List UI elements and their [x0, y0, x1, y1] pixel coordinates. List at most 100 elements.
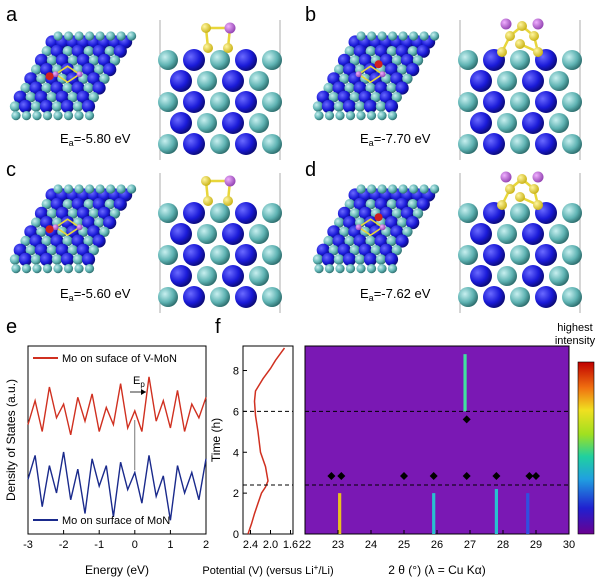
mo-atom [183, 133, 205, 155]
n-atom [334, 217, 345, 228]
n-atom [366, 111, 377, 121]
n-atom [549, 224, 569, 244]
n-atom [67, 245, 79, 256]
n-atom [391, 245, 402, 256]
mo-atom [235, 91, 257, 113]
n-atom [72, 101, 84, 112]
mo-atom [363, 252, 378, 266]
mo-atom [183, 49, 205, 71]
li-atom [224, 22, 236, 34]
peak-diamond [429, 471, 438, 480]
peak-diamond [492, 471, 501, 480]
n-atom [562, 287, 582, 307]
n-atom [88, 55, 100, 66]
peak-diamond [400, 471, 408, 480]
n-atom [53, 184, 63, 194]
s-atom [517, 21, 527, 31]
n-atom [42, 111, 53, 121]
n-atom [67, 55, 79, 66]
li-atom [379, 224, 386, 231]
n-atom [365, 235, 376, 247]
n-atom [109, 208, 121, 219]
n-atom [99, 73, 110, 85]
time-axis-label: Time (h) [209, 418, 223, 462]
n-atom [562, 50, 582, 70]
n-atom [197, 266, 217, 286]
n-atom [356, 31, 366, 41]
theta-tick-label: 30 [563, 539, 575, 551]
n-atom [409, 184, 419, 194]
n-atom [72, 254, 84, 265]
mo-atom [522, 265, 544, 287]
potential-x-label: Potential (V) (versus Li+/Li) [202, 563, 333, 577]
n-atom [335, 111, 345, 121]
n-atom [46, 208, 58, 219]
n-atom [562, 203, 582, 223]
potential-ticks: 0 2 4 6 8 2.4 2.0 1.6 [233, 366, 298, 551]
s-atom [497, 47, 507, 57]
n-atom [562, 92, 582, 112]
peak-diamond [532, 471, 540, 480]
n-atom [328, 92, 339, 103]
n-atom [402, 73, 413, 85]
mo-atom [183, 91, 205, 113]
mo-atom [470, 70, 492, 92]
dos-frame [27, 345, 207, 535]
peak-markers [327, 415, 540, 480]
n-atom [210, 92, 230, 112]
n-atom [46, 245, 57, 256]
dos-x-label: Energy (eV) [85, 563, 149, 577]
n-atom [458, 134, 478, 154]
n-atom [62, 235, 73, 247]
li-atom [52, 71, 59, 78]
mo-atom [522, 112, 544, 134]
n-atom [349, 55, 361, 66]
n-atom [74, 31, 84, 41]
n-atom [391, 55, 403, 66]
peak-diamond [462, 415, 471, 424]
n-atom [458, 92, 478, 112]
n-atom [64, 31, 74, 41]
n-atom [349, 92, 360, 103]
n-atom [210, 245, 230, 265]
n-atom [386, 199, 397, 210]
mo-atom [170, 223, 192, 245]
dashed-lines [243, 410, 569, 486]
n-atom [158, 134, 178, 154]
heatmap-area [304, 345, 570, 535]
colorbar-label-bottom: intensity [555, 335, 596, 347]
n-atom [51, 254, 63, 265]
n-atom [85, 184, 95, 194]
n-atom [63, 264, 74, 274]
mo-atom [18, 99, 33, 113]
n-atom [458, 245, 478, 265]
s-atom [203, 196, 213, 206]
potential-chart: 0 2 4 6 8 2.4 2.0 1.6 Time (h) Potential (V) (v… [202, 345, 334, 577]
n-atom [31, 64, 42, 75]
energy-label-d: Ea=-7.62 eV [360, 286, 431, 303]
xrd-heatmap: 22 23 24 25 26 27 28 29 30 2 θ (°) (λ = Cu Kα) h… [243, 322, 596, 577]
s-atom [201, 23, 211, 33]
mo-atom [113, 44, 127, 58]
dos-y-label: Density of States (a.u.) [4, 379, 18, 501]
n-atom [83, 199, 95, 210]
n-atom [64, 184, 74, 194]
side-view-slab-c [158, 173, 282, 313]
n-atom [83, 235, 94, 247]
dos-tick-label: 0 [132, 539, 138, 551]
mo-atom [222, 70, 244, 92]
mo-atom [395, 234, 409, 248]
li-atom [76, 224, 83, 231]
n-atom [430, 31, 440, 41]
vacancy-marker [45, 225, 54, 234]
theta-tick-label: 23 [332, 539, 344, 551]
n-atom [324, 264, 335, 274]
s-atom [515, 192, 525, 202]
n-atom [95, 184, 105, 194]
mo-atom [235, 202, 257, 224]
side-view-slab-d [458, 171, 582, 313]
n-atom [397, 217, 408, 228]
n-atom [375, 101, 387, 112]
n-atom [458, 203, 478, 223]
